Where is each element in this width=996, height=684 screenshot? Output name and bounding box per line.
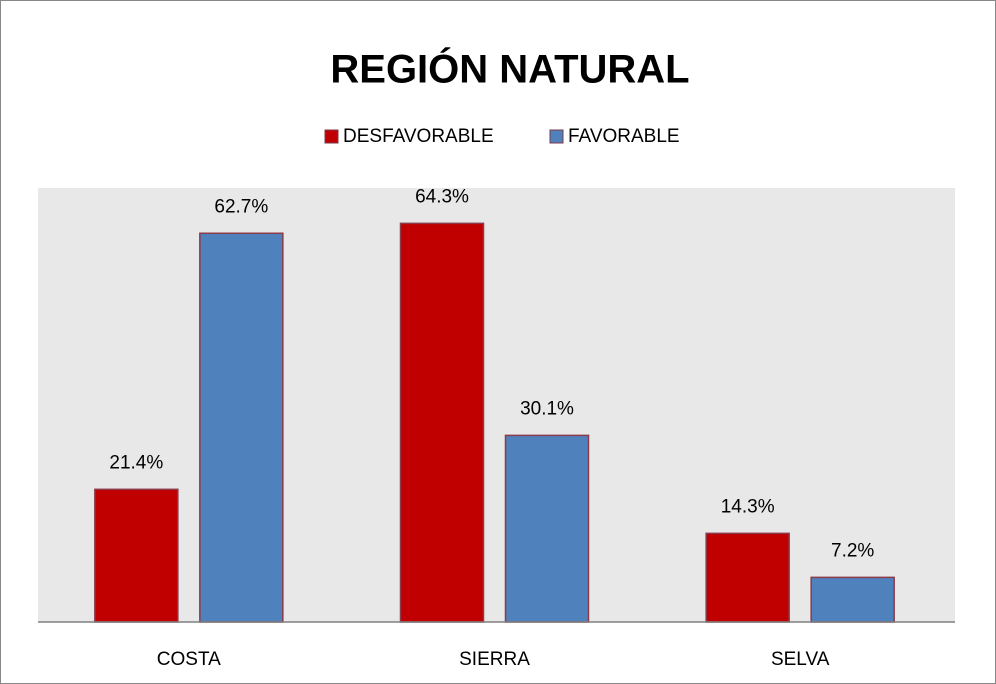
data-label: 7.2% — [831, 540, 874, 561]
chart-title: REGIÓN NATURAL — [330, 46, 689, 92]
data-label: 62.7% — [214, 196, 268, 217]
legend-label: DESFAVORABLE — [343, 126, 494, 147]
bar — [199, 232, 284, 623]
legend-swatch — [549, 129, 564, 144]
data-label: 14.3% — [721, 496, 775, 517]
legend-label: FAVORABLE — [568, 126, 680, 147]
x-tick-label: SIERRA — [459, 649, 530, 670]
x-tick-label: SELVA — [771, 649, 830, 670]
plot-area — [38, 188, 955, 622]
bar — [94, 488, 179, 623]
data-label: 21.4% — [109, 452, 163, 473]
data-label: 30.1% — [520, 398, 574, 419]
legend-swatch — [324, 129, 339, 144]
bar — [504, 434, 590, 623]
bar — [705, 532, 790, 623]
bar — [399, 222, 485, 623]
x-tick-label: COSTA — [157, 649, 221, 670]
bar — [810, 576, 895, 623]
data-label: 64.3% — [415, 186, 469, 207]
